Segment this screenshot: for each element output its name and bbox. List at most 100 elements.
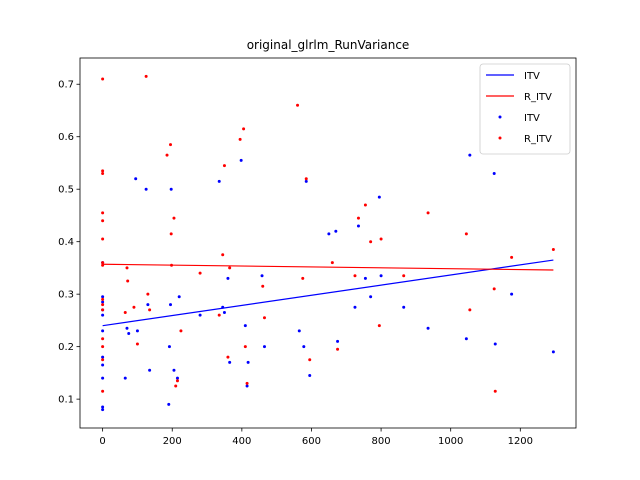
scatter-point-itv-34 [245,384,249,388]
legend-label: R_ITV [524,92,552,103]
scatter-point-r-itv-16 [125,266,129,270]
scatter-point-r-itv-47 [330,261,334,265]
scatter-point-r-itv-34 [222,164,226,168]
scatter-point-r-itv-24 [169,143,172,147]
scatter-point-r-itv-41 [261,284,265,288]
x-tick-label: 200 [163,436,182,447]
scatter-point-itv-1 [101,405,105,409]
scatter-point-itv-19 [167,402,171,406]
scatter-point-itv-30 [226,276,230,280]
y-tick-label: 0.5 [58,185,74,196]
x-tick-label: 600 [302,436,321,447]
scatter-point-itv-32 [239,158,243,162]
scatter-point-itv-22 [169,187,173,191]
scatter-point-itv-15 [135,329,139,333]
scatter-point-itv-53 [464,337,468,341]
scatter-point-itv-17 [146,303,150,307]
y-tick-label: 0.4 [58,237,74,248]
scatter-point-itv-39 [302,345,306,349]
legend-box [479,63,571,155]
scatter-point-r-itv-39 [243,345,247,349]
legend-label: ITV [524,113,540,124]
scatter-point-itv-24 [175,376,179,380]
scatter-point-r-itv-18 [132,305,136,309]
scatter-point-r-itv-32 [217,313,221,317]
scatter-point-itv-18 [148,368,152,372]
scatter-point-itv-50 [379,274,383,278]
scatter-point-itv-12 [125,326,129,330]
scatter-point-itv-57 [510,292,514,296]
scatter-point-r-itv-49 [353,274,357,278]
scatter-point-itv-2 [101,376,105,380]
scatter-point-r-itv-14 [101,389,105,393]
scatter-point-itv-14 [134,177,138,181]
scatter-point-itv-55 [492,171,496,175]
scatter-point-r-itv-12 [101,345,105,349]
chart-title: original_glrlm_RunVariance [247,38,410,52]
y-tick-label: 0.3 [58,290,74,301]
legend-point-swatch [498,136,502,140]
scatter-point-r-itv-54 [379,237,383,241]
scatter-point-r-itv-51 [363,203,367,207]
scatter-point-itv-36 [260,274,264,278]
scatter-point-itv-27 [217,179,221,183]
scatter-point-r-itv-29 [175,379,179,383]
scatter-point-itv-49 [377,195,381,199]
scatter-point-r-itv-1 [101,169,105,173]
scatter-point-r-itv-19 [135,342,139,346]
scatter-point-r-itv-52 [369,240,373,244]
scatter-point-itv-4 [101,355,105,359]
scatter-point-r-itv-61 [510,255,514,259]
scatter-point-r-itv-28 [174,384,178,388]
scatter-point-r-itv-53 [377,324,381,328]
scatter-point-r-itv-35 [226,355,230,359]
scatter-point-r-itv-56 [426,211,430,215]
scatter-point-r-itv-27 [172,216,176,220]
scatter-point-itv-51 [402,305,406,309]
scatter-point-itv-9 [101,295,105,299]
scatter-point-r-itv-40 [245,381,249,385]
scatter-point-r-itv-5 [101,237,105,241]
scatter-point-r-itv-20 [144,74,148,78]
scatter-point-r-itv-8 [101,297,105,301]
fit-line-r-itv [102,263,554,271]
scatter-point-r-itv-59 [492,287,496,291]
scatter-point-r-itv-11 [101,337,105,341]
x-tick-label: 1200 [508,436,533,447]
legend-label: R_ITV [524,134,552,145]
scatter-point-r-itv-44 [301,276,305,280]
x-tick-label: 800 [372,436,391,447]
scatter-point-itv-33 [243,324,247,328]
scatter-point-itv-44 [336,339,340,343]
scatter-point-r-itv-43 [296,103,300,107]
scatter-point-itv-42 [327,232,331,236]
scatter-point-r-itv-6 [101,261,105,265]
scatter-point-itv-46 [356,224,360,228]
scatter-point-itv-52 [426,326,430,330]
scatter-point-r-itv-62 [551,248,555,252]
scatter-point-itv-11 [123,376,127,380]
scatter-point-itv-45 [353,305,357,309]
scatter-point-r-itv-37 [238,137,242,141]
scatter-point-itv-20 [167,345,171,349]
data-marks [101,74,555,412]
scatter-point-itv-47 [363,276,367,280]
scatter-point-itv-48 [369,295,373,299]
scatter-point-itv-58 [551,350,555,354]
scatter-point-r-itv-9 [101,303,105,307]
scatter-point-itv-25 [177,295,181,299]
scatter-point-itv-5 [101,329,105,333]
x-tick-label: 400 [232,436,251,447]
scatter-point-itv-40 [304,179,308,183]
scatter-point-r-itv-23 [165,153,169,157]
scatter-point-r-itv-60 [493,389,497,393]
scatter-point-r-itv-2 [101,171,105,175]
scatter-point-r-itv-0 [101,77,105,81]
fit-line-itv [102,259,554,327]
scatter-point-r-itv-36 [228,266,232,270]
scatter-point-r-itv-46 [308,358,312,362]
plot-frame [79,57,577,429]
scatter-point-r-itv-21 [146,292,150,296]
scatter-point-r-itv-25 [169,232,173,236]
y-tick-label: 0.1 [58,395,74,406]
